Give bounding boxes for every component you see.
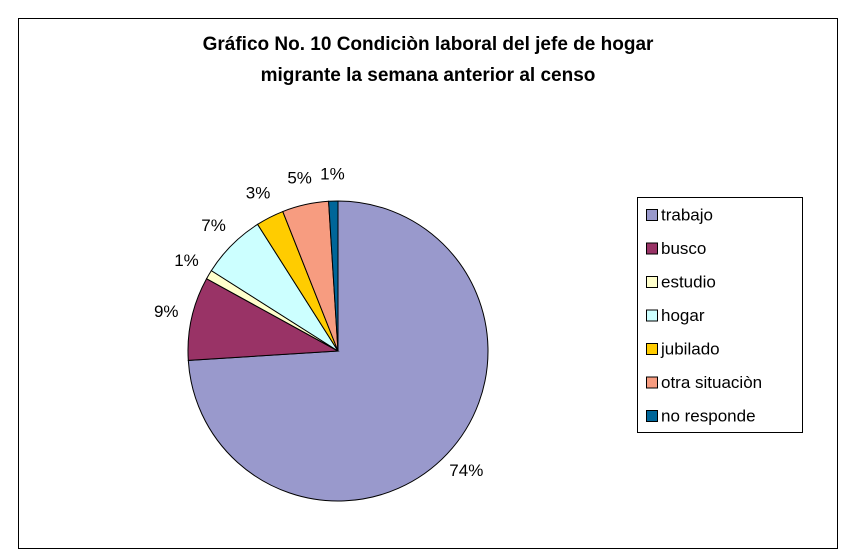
- legend-swatch: [646, 309, 658, 322]
- legend-swatch: [646, 376, 658, 389]
- legend-label: busco: [661, 239, 706, 258]
- data-label: 9%: [154, 302, 179, 321]
- legend-label: no responde: [661, 406, 756, 425]
- data-label: 1%: [174, 251, 199, 270]
- legend-swatch: [646, 209, 658, 221]
- legend-box: [637, 197, 803, 433]
- data-label: 7%: [201, 216, 226, 235]
- legend-label: jubilado: [660, 339, 720, 358]
- data-label: 74%: [449, 461, 483, 480]
- legend-label: hogar: [661, 306, 705, 325]
- legend-swatch: [646, 343, 658, 355]
- legend-swatch: [646, 410, 658, 422]
- legend-label: estudio: [661, 272, 716, 291]
- pie-slice: [187, 278, 340, 361]
- legend-swatch: [646, 276, 658, 288]
- legend-swatch: [646, 242, 658, 255]
- pie-slice: [328, 200, 339, 352]
- data-label: 3%: [246, 184, 271, 203]
- legend-label: otra situaciòn: [661, 373, 762, 392]
- chart-title: Gráfico No. 10 Condiciòn laboral del jef…: [203, 34, 654, 55]
- legend-label: trabajo: [661, 205, 713, 224]
- data-label: 5%: [287, 169, 312, 188]
- chart-title: migrante la semana anterior al censo: [261, 65, 596, 86]
- data-label: 1%: [320, 165, 345, 184]
